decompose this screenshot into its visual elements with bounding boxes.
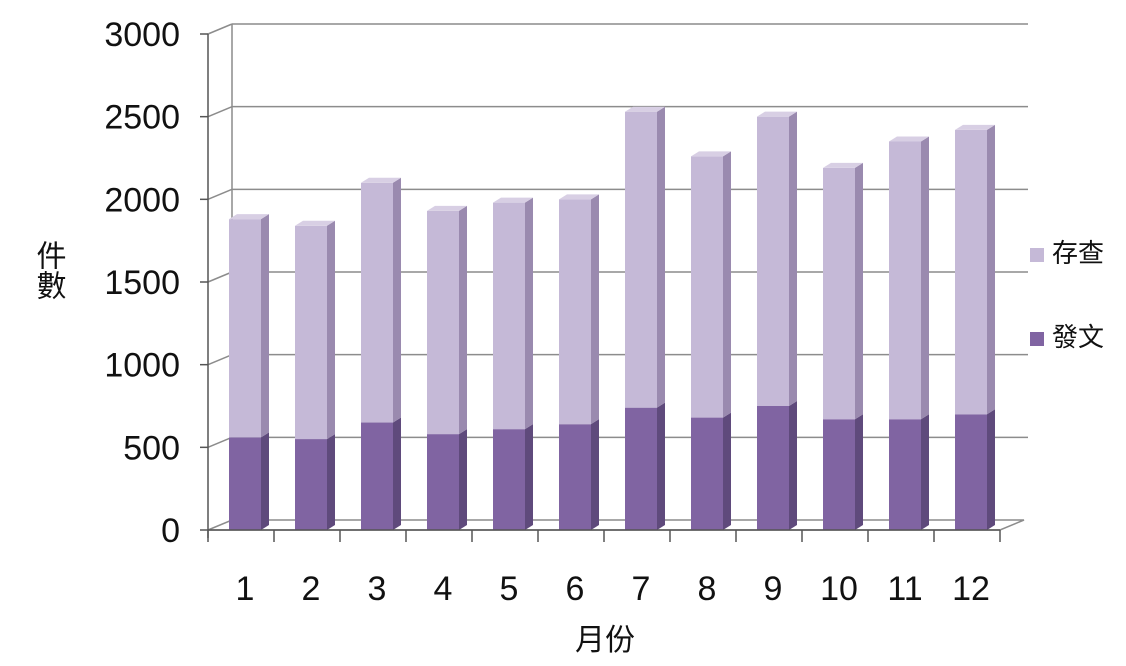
bar-side bbox=[921, 414, 929, 530]
x-tick-label: 12 bbox=[952, 570, 990, 608]
bar-side bbox=[657, 106, 665, 408]
legend-label: 存查 bbox=[1052, 239, 1104, 269]
bar-fawen bbox=[361, 422, 393, 530]
bar-side bbox=[261, 214, 269, 438]
x-axis-label: 月份 bbox=[575, 623, 635, 658]
x-tick-label: 11 bbox=[887, 570, 922, 608]
x-tick-label: 9 bbox=[764, 570, 783, 608]
gridline-diagonal bbox=[207, 23, 233, 35]
bar-fawen bbox=[955, 414, 987, 530]
bar-side bbox=[525, 424, 533, 530]
y-tick-label: 2000 bbox=[104, 181, 180, 219]
bar-cuncha bbox=[559, 199, 591, 425]
bar-fawen bbox=[625, 407, 657, 530]
bar-side bbox=[987, 409, 995, 530]
legend-swatch bbox=[1030, 332, 1044, 346]
bar-top bbox=[559, 194, 599, 200]
bar-cuncha bbox=[427, 210, 459, 435]
bar-cuncha bbox=[955, 129, 987, 415]
bar-fawen bbox=[757, 406, 789, 530]
bar-top bbox=[955, 124, 995, 130]
bar-cuncha bbox=[493, 202, 525, 430]
bar-top bbox=[427, 205, 467, 211]
bar-fawen bbox=[295, 439, 327, 530]
bar-side bbox=[327, 220, 335, 440]
x-tick-label: 3 bbox=[368, 570, 387, 608]
x-tick-label: 4 bbox=[434, 570, 453, 608]
bar-side bbox=[789, 111, 797, 407]
bar-side bbox=[855, 162, 863, 420]
y-tick-label: 2500 bbox=[104, 99, 180, 137]
x-tick-label: 2 bbox=[302, 570, 321, 608]
bar-fawen bbox=[823, 419, 855, 530]
bar-cuncha bbox=[229, 219, 261, 438]
x-tick-label: 7 bbox=[632, 570, 651, 608]
bar-cuncha bbox=[823, 167, 855, 420]
bar-top bbox=[757, 111, 797, 117]
x-tick-label: 8 bbox=[698, 570, 717, 608]
y-tick-label: 1500 bbox=[104, 264, 180, 302]
bar-side bbox=[591, 194, 599, 425]
bar-fawen bbox=[229, 437, 261, 530]
bar-side bbox=[723, 151, 731, 418]
bar-cuncha bbox=[691, 156, 723, 418]
bar-side bbox=[459, 205, 467, 435]
bar-cuncha bbox=[889, 141, 921, 420]
x-tick-label: 5 bbox=[500, 570, 519, 608]
gridline-diagonal bbox=[207, 105, 233, 118]
bar-fawen bbox=[889, 419, 921, 530]
bar-fawen bbox=[691, 417, 723, 530]
bar-side bbox=[657, 402, 665, 530]
y-tick-label: 3000 bbox=[104, 16, 180, 54]
bar-top bbox=[889, 136, 929, 142]
y-axis-label: 件數 bbox=[31, 240, 67, 300]
bars bbox=[229, 106, 995, 530]
bar-side bbox=[789, 401, 797, 530]
bar-top bbox=[229, 214, 269, 220]
bar-side bbox=[921, 136, 929, 420]
bar-side bbox=[525, 197, 533, 430]
x-tick-label: 6 bbox=[566, 570, 585, 608]
bar-side bbox=[723, 412, 731, 530]
bar-top bbox=[493, 197, 533, 203]
bar-top bbox=[295, 220, 335, 226]
legend-label: 發文 bbox=[1052, 323, 1104, 353]
gridline-diagonal bbox=[207, 271, 233, 283]
bar-fawen bbox=[427, 434, 459, 530]
x-tick-label: 1 bbox=[236, 570, 255, 608]
bar-cuncha bbox=[361, 182, 393, 423]
gridline-diagonal bbox=[207, 436, 233, 449]
bar-top bbox=[625, 106, 665, 112]
bar-side bbox=[987, 124, 995, 415]
bar-cuncha bbox=[625, 111, 657, 408]
gridline-diagonal bbox=[207, 353, 233, 366]
y-tick-label: 1000 bbox=[104, 347, 180, 385]
bar-cuncha bbox=[757, 116, 789, 407]
bar-side bbox=[261, 432, 269, 530]
legend-swatch bbox=[1030, 248, 1044, 262]
bar-side bbox=[393, 417, 401, 530]
gridline-diagonal bbox=[207, 188, 233, 201]
bar-top bbox=[823, 162, 863, 168]
bar-fawen bbox=[559, 424, 591, 530]
bar-side bbox=[393, 177, 401, 423]
bar-side bbox=[855, 414, 863, 530]
y-tick-label: 500 bbox=[123, 429, 180, 467]
bar-top bbox=[361, 177, 401, 183]
y-tick-label: 0 bbox=[161, 512, 180, 550]
bar-side bbox=[591, 419, 599, 530]
x-tick-label: 10 bbox=[820, 570, 858, 608]
bar-side bbox=[459, 429, 467, 530]
bar-side bbox=[327, 434, 335, 530]
bar-cuncha bbox=[295, 225, 327, 440]
bar-top bbox=[691, 151, 731, 157]
bar-fawen bbox=[493, 429, 525, 530]
